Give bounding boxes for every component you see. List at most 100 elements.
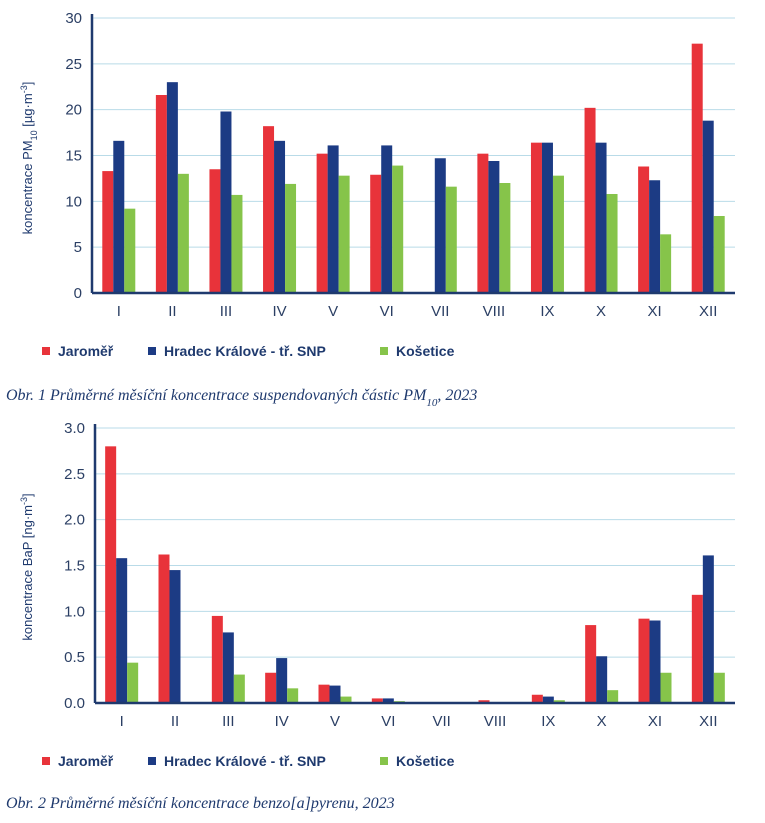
pm10-gridlines: [92, 17, 735, 248]
bap-axes: [93, 424, 735, 705]
x-tick-label: III: [222, 713, 235, 730]
x-tick-label: III: [220, 303, 233, 320]
legend-label-hradec-kralove-tr-snp: Hradec Králové - tř. SNP: [164, 343, 326, 359]
bar-kosetice-v: [338, 175, 350, 293]
x-tick-label: XI: [648, 713, 662, 730]
pm10-figure-caption: Obr. 1 Průměrné měsíční koncentrace susp…: [6, 387, 477, 409]
bap-legend: Jaroměř Hradec Králové - tř. SNP Košetice: [42, 753, 455, 769]
x-tick-label: IV: [275, 713, 289, 730]
x-tick-label: VIII: [484, 713, 507, 730]
x-tick-label: VII: [432, 713, 450, 730]
bap-x-tick-labels: I II III IV V VI VII VIII IX X XI XII: [120, 713, 718, 730]
legend-swatch-hradec-kralove-tr-snp: [148, 757, 156, 765]
bar-jaromer-ix: [530, 142, 542, 293]
bar-kosetice-v: [340, 696, 352, 703]
bar-kosetice-iii: [231, 194, 243, 293]
y-tick-label: 30: [65, 10, 82, 27]
bar-hradec-kralove-tr-snp-i: [113, 140, 125, 293]
bar-hradec-kralove-tr-snp-vi: [382, 698, 394, 703]
bar-hradec-kralove-tr-snp-ii: [169, 570, 181, 703]
bar-hradec-kralove-tr-snp-xi: [649, 620, 661, 703]
legend-label-hradec-kralove-tr-snp: Hradec Králové - tř. SNP: [164, 753, 326, 769]
bar-hradec-kralove-tr-snp-x: [595, 142, 607, 293]
bar-jaromer-iv: [263, 126, 275, 294]
bar-kosetice-viii: [499, 183, 511, 293]
bar-kosetice-iii: [233, 674, 245, 703]
pm10-legend: Jaroměř Hradec Králové - tř. SNP Košetice: [42, 343, 455, 359]
y-tick-label: 20: [65, 102, 82, 119]
bar-hradec-kralove-tr-snp-viii: [488, 161, 500, 293]
bar-jaromer-vi: [371, 698, 383, 703]
legend-swatch-kosetice: [380, 757, 388, 765]
bar-jaromer-ii: [155, 95, 167, 293]
bar-hradec-kralove-tr-snp-iii: [222, 632, 234, 703]
bar-jaromer-v: [316, 153, 328, 293]
y-tick-label: 2.5: [64, 466, 85, 483]
y-tick-label: 5: [74, 239, 82, 256]
legend-swatch-kosetice: [380, 347, 388, 355]
y-tick-label: 0: [74, 285, 82, 302]
bar-jaromer-x: [585, 625, 597, 703]
bar-hradec-kralove-tr-snp-vii: [434, 158, 446, 293]
bar-jaromer-v: [318, 684, 330, 703]
bar-jaromer-iii: [209, 169, 221, 293]
bar-kosetice-x: [606, 194, 618, 293]
bar-jaromer-xii: [691, 43, 703, 293]
bar-kosetice-i: [124, 208, 136, 293]
bar-kosetice-xi: [660, 234, 672, 293]
bar-kosetice-vii: [445, 186, 457, 293]
bar-kosetice-ix: [553, 700, 565, 703]
y-tick-label: 25: [65, 56, 82, 73]
bar-kosetice-ii: [177, 173, 189, 293]
pm10-y-axis-label: koncentrace PM10 [µg·m-3]: [19, 82, 39, 235]
y-tick-label: 1.5: [64, 558, 85, 575]
x-tick-label: VI: [380, 303, 394, 320]
bar-hradec-kralove-tr-snp-vi: [381, 145, 393, 293]
bar-hradec-kralove-tr-snp-ix: [541, 142, 553, 293]
bar-jaromer-xii: [691, 594, 703, 703]
bar-kosetice-xii: [713, 216, 725, 293]
bar-kosetice-xi: [660, 672, 672, 703]
bap-figure-caption: Obr. 2 Průměrné měsíční koncentrace benz…: [6, 795, 395, 812]
bap-bar-chart: 0.00.51.01.52.02.53.0 I II III IV V VI VII VIII…: [6, 420, 735, 812]
y-tick-label: 10: [65, 193, 82, 210]
bar-jaromer-i: [102, 171, 114, 293]
bar-hradec-kralove-tr-snp-v: [329, 685, 341, 703]
bar-hradec-kralove-tr-snp-iv: [276, 658, 288, 703]
bar-jaromer-viii: [477, 153, 489, 293]
legend-label-kosetice: Košetice: [396, 343, 455, 359]
x-tick-label: I: [120, 713, 124, 730]
bar-hradec-kralove-tr-snp-iii: [220, 111, 232, 293]
bar-hradec-kralove-tr-snp-ii: [166, 82, 178, 294]
pm10-y-tick-labels: 0 5 10 15 20 25 30: [65, 10, 82, 302]
y-tick-label: 0.0: [64, 695, 85, 712]
bar-kosetice-iv: [287, 688, 299, 703]
bar-hradec-kralove-tr-snp-xii: [702, 120, 714, 294]
y-tick-label: 0.5: [64, 649, 85, 666]
bar-jaromer-i: [105, 446, 117, 703]
bar-hradec-kralove-tr-snp-i: [116, 558, 128, 703]
bar-kosetice-x: [607, 690, 619, 703]
x-tick-label: VIII: [483, 303, 506, 320]
bar-kosetice-xii: [713, 672, 725, 703]
x-tick-label: X: [596, 303, 606, 320]
bar-hradec-kralove-tr-snp-iv: [274, 140, 286, 293]
bar-kosetice-ix: [552, 175, 564, 293]
x-tick-label: II: [171, 713, 179, 730]
x-tick-label: XII: [699, 303, 717, 320]
x-tick-label: VII: [431, 303, 449, 320]
pm10-axes: [90, 14, 735, 295]
bap-gridlines: [95, 427, 735, 658]
x-tick-label: II: [168, 303, 176, 320]
pm10-bars: [102, 43, 725, 294]
bar-kosetice-vi: [392, 165, 404, 293]
legend-swatch-jaromer: [42, 347, 50, 355]
y-tick-label: 15: [65, 148, 82, 165]
y-tick-label: 1.0: [64, 603, 85, 620]
x-tick-label: V: [328, 303, 338, 320]
x-tick-label: IV: [272, 303, 286, 320]
legend-swatch-jaromer: [42, 757, 50, 765]
bap-y-axis-label: koncentrace BaP [ng·m-3]: [19, 493, 35, 640]
bar-hradec-kralove-tr-snp-ix: [542, 696, 554, 703]
